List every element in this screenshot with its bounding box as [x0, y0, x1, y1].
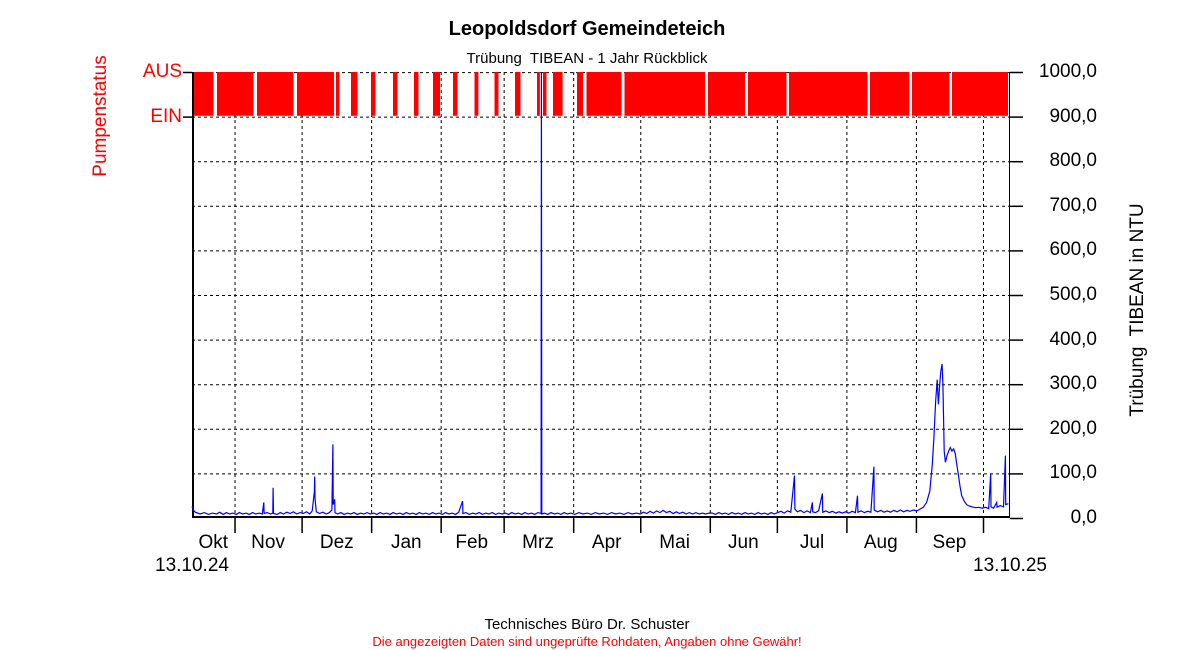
- pump-status-segment: [351, 72, 358, 116]
- x-month-label: Aug: [863, 532, 898, 553]
- pump-state-ein-label: EIN: [150, 106, 182, 127]
- y-tick-label: 100,0: [1049, 462, 1097, 484]
- pump-status-segment: [624, 72, 705, 116]
- x-month-label: Feb: [455, 532, 489, 553]
- y-tick-label: 200,0: [1049, 417, 1097, 439]
- y-axis-title: Trübung TIBEAN in NTU: [1127, 203, 1148, 417]
- chart-plot-area: [183, 71, 1023, 533]
- pump-status-segment: [537, 72, 540, 116]
- pump-state-aus-label: AUS: [142, 61, 182, 82]
- end-date-label: 13.10.25: [973, 555, 1047, 576]
- y-tick-label: 600,0: [1049, 239, 1097, 261]
- y-tick-label: 800,0: [1049, 150, 1097, 172]
- pump-status-segment: [336, 72, 340, 116]
- y-tick-label: 700,0: [1049, 194, 1097, 216]
- pump-status-segment: [912, 72, 950, 116]
- x-month-label: Mai: [659, 532, 690, 553]
- x-month-label: Okt: [198, 532, 229, 553]
- y-tick-label: 300,0: [1049, 373, 1097, 395]
- y-tick-label: 400,0: [1049, 328, 1097, 350]
- chart-subtitle: Trübung TIBEAN - 1 Jahr Rückblick: [466, 50, 708, 67]
- pump-status-segment: [393, 72, 398, 116]
- pump-status-segment: [577, 72, 583, 116]
- page-title: Leopoldsdorf Gemeindeteich: [448, 18, 726, 40]
- pump-status-segment: [789, 72, 868, 116]
- x-month-label: Jun: [728, 532, 759, 553]
- pump-status-segment: [474, 72, 479, 116]
- pump-status-segment: [553, 72, 563, 116]
- y-tick-label: 0,0: [1070, 507, 1097, 528]
- pump-status-segment: [453, 72, 458, 116]
- pump-status-segment: [371, 72, 376, 116]
- x-month-label: Nov: [251, 532, 285, 553]
- pump-status-segment: [543, 72, 547, 116]
- x-month-label: Dez: [319, 532, 354, 553]
- start-date-label: 13.10.24: [155, 555, 229, 576]
- pump-status-segment: [192, 72, 214, 116]
- pump-status-segment: [708, 72, 745, 116]
- pump-status-segment: [297, 72, 334, 116]
- footer-disclaimer: Die angezeigten Daten sind ungeprüfte Ro…: [372, 634, 802, 649]
- x-month-label: Mrz: [522, 532, 554, 553]
- x-month-label: Apr: [591, 532, 622, 553]
- x-month-label: Sep: [932, 532, 967, 553]
- pump-status-segment: [586, 72, 622, 116]
- pump-status-segment: [870, 72, 910, 116]
- pump-status-segment: [414, 72, 419, 116]
- pump-status-segment: [748, 72, 787, 116]
- pump-status-segment: [217, 72, 254, 116]
- pump-status-segment: [515, 72, 521, 116]
- x-month-label: Jul: [799, 532, 825, 553]
- pump-status-segment: [494, 72, 499, 116]
- y-tick-label: 1000,0: [1038, 61, 1097, 82]
- y-tick-label: 900,0: [1049, 105, 1097, 127]
- x-month-label: Jan: [390, 532, 422, 553]
- turbidity-series-line: [191, 71, 1009, 516]
- footer-company: Technisches Büro Dr. Schuster: [484, 616, 690, 633]
- y-tick-label: 500,0: [1049, 284, 1097, 305]
- pump-status-segment: [433, 72, 440, 116]
- pump-status-segment: [257, 72, 294, 116]
- pump-status-segment: [952, 72, 1008, 116]
